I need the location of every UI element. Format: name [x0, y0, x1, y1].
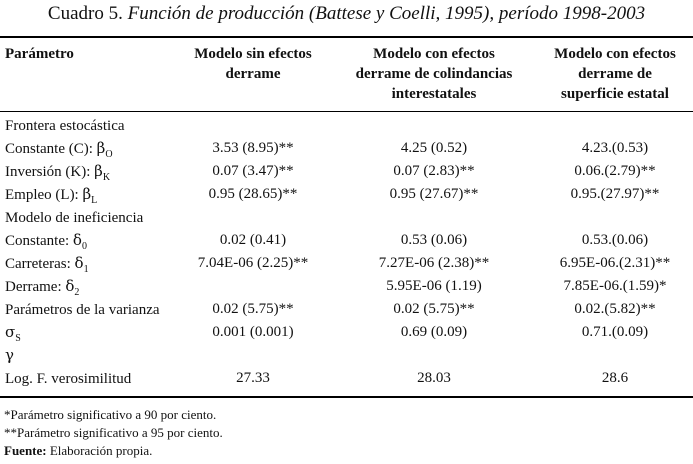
- parameter-subscript: 0: [81, 241, 87, 252]
- header-rule: [0, 111, 693, 112]
- cell-model-1: 7.04E-06 (2.25)**: [197, 255, 309, 271]
- cell-model-1: 0.02 (5.75)**: [212, 301, 294, 317]
- cell-model-3: 7.85E-06.(1.59)*: [563, 278, 667, 294]
- cell-model-2: 0.95 (27.67)**: [389, 186, 479, 202]
- parameter-subscript: L: [91, 195, 98, 206]
- table-row: σS 0.001 (0.001) 0.69 (0.09) 0.71.(0.09): [0, 321, 693, 346]
- source-text: Elaboración propia.: [49, 443, 153, 458]
- cell-model-3: 4.23.(0.53): [581, 140, 649, 156]
- note-significance-90: *Parámetro significativo a 90 por ciento…: [4, 407, 217, 422]
- note-source: Fuente: Elaboración propia.: [4, 442, 152, 460]
- caption-title: Función de producción (Battese y Coelli,…: [127, 3, 646, 24]
- table-row: Empleo (L): βL 0.95 (28.65)** 0.95 (27.67)…: [0, 183, 693, 206]
- row-label: γ: [5, 344, 14, 369]
- cell-model-1: 0.001 (0.001): [212, 324, 294, 340]
- cell-model-3: 0.06.(2.79)**: [574, 163, 656, 179]
- parameter-symbol: β: [94, 162, 103, 180]
- cell-model-2: 0.69 (0.09): [400, 324, 468, 340]
- parameter-symbol: σ: [5, 323, 16, 341]
- cell-model-3: 28.6: [601, 370, 629, 386]
- table-row: Parámetros de la varianza 0.02 (5.75)** 0.…: [0, 298, 693, 320]
- parameter-subscript: O: [105, 149, 113, 160]
- cell-model-1: 27.33: [236, 370, 270, 386]
- cell-model-2: 0.07 (2.83)**: [393, 163, 475, 179]
- row-label: Frontera estocástica: [5, 118, 125, 134]
- row-label: Carreteras: δ1: [5, 254, 89, 275]
- table-row: Log. F. verosimilitud 27.33 28.03 28.6: [0, 367, 693, 389]
- note-significance-95: **Parámetro significativo a 95 por cient…: [4, 425, 223, 440]
- cell-model-1: 0.02 (0.41): [219, 232, 287, 248]
- row-label: Constante (C): βO: [5, 139, 113, 160]
- header-modelo-superficie: Modelo con efectos derrame de superficie…: [554, 46, 676, 102]
- table-caption: Cuadro 5. Función de producción (Battese…: [0, 3, 693, 25]
- table-row: Constante (C): βO 3.53 (8.95)** 4.25 (0.52…: [0, 137, 693, 160]
- table-row: Inversión (K): βK 0.07 (3.47)** 0.07 (2.83…: [0, 160, 693, 183]
- cell-model-3: 0.71.(0.09): [581, 324, 649, 340]
- parameter-symbol: β: [82, 185, 92, 203]
- parameter-subscript: 2: [74, 287, 80, 298]
- parameter-symbol: δ: [74, 254, 84, 272]
- parameter-symbol: δ: [65, 277, 75, 295]
- header-modelo-sin-efectos: Modelo sin efectos derrame: [194, 46, 312, 82]
- parameter-subscript: K: [102, 172, 111, 183]
- parameter-symbol: β: [96, 139, 106, 157]
- cell-model-3: 0.53.(0.06): [581, 232, 649, 248]
- cell-model-2: 28.03: [417, 370, 451, 386]
- parameter-symbol: γ: [5, 346, 14, 364]
- row-label: Derrame: δ2: [5, 277, 80, 298]
- row-label: Empleo (L): βL: [5, 185, 98, 206]
- header-modelo-colindancias: Modelo con efectos derrame de colindanci…: [355, 46, 513, 102]
- table-row: Constante: δ0 0.02 (0.41) 0.53 (0.06) 0.53.…: [0, 229, 693, 252]
- caption-number: Cuadro 5.: [47, 3, 123, 24]
- table-row: Derrame: δ2 5.95E-06 (1.19) 7.85E-06.(1.59…: [0, 275, 693, 298]
- cell-model-1: 0.95 (28.65)**: [208, 186, 298, 202]
- cell-model-2: 5.95E-06 (1.19): [386, 278, 482, 294]
- table-row: Carreteras: δ1 7.04E-06 (2.25)** 7.27E-06 …: [0, 252, 693, 275]
- table-row: γ: [0, 344, 693, 366]
- row-label: Parámetros de la varianza: [5, 302, 160, 318]
- row-label: Modelo de ineficiencia: [5, 210, 144, 226]
- parameter-subscript: 1: [83, 264, 89, 275]
- cell-model-2: 0.53 (0.06): [400, 232, 468, 248]
- bottom-rule: [0, 396, 693, 398]
- row-label: σS: [5, 321, 21, 346]
- cell-model-2: 7.27E-06 (2.38)**: [378, 255, 490, 271]
- source-label: Fuente:: [4, 443, 47, 458]
- header-parametro: Parámetro: [5, 46, 74, 62]
- parameter-symbol: δ: [72, 231, 82, 249]
- cell-model-3: 6.95E-06.(2.31)**: [559, 255, 671, 271]
- cell-model-1: 3.53 (8.95)**: [212, 140, 294, 156]
- row-label: Constante: δ0: [5, 231, 87, 252]
- table-row: Modelo de ineficiencia: [0, 206, 693, 228]
- top-rule: [0, 36, 693, 38]
- cell-model-1: 0.07 (3.47)**: [212, 163, 294, 179]
- cell-model-3: 0.02.(5.82)**: [574, 301, 656, 317]
- cell-model-3: 0.95.(27.97)**: [570, 186, 660, 202]
- table-row: Frontera estocástica: [0, 114, 693, 136]
- parameter-subscript: S: [15, 333, 21, 344]
- row-label: Log. F. verosimilitud: [5, 371, 132, 387]
- cell-model-2: 0.02 (5.75)**: [393, 301, 475, 317]
- cell-model-2: 4.25 (0.52): [400, 140, 468, 156]
- row-label: Inversión (K): βK: [5, 162, 111, 183]
